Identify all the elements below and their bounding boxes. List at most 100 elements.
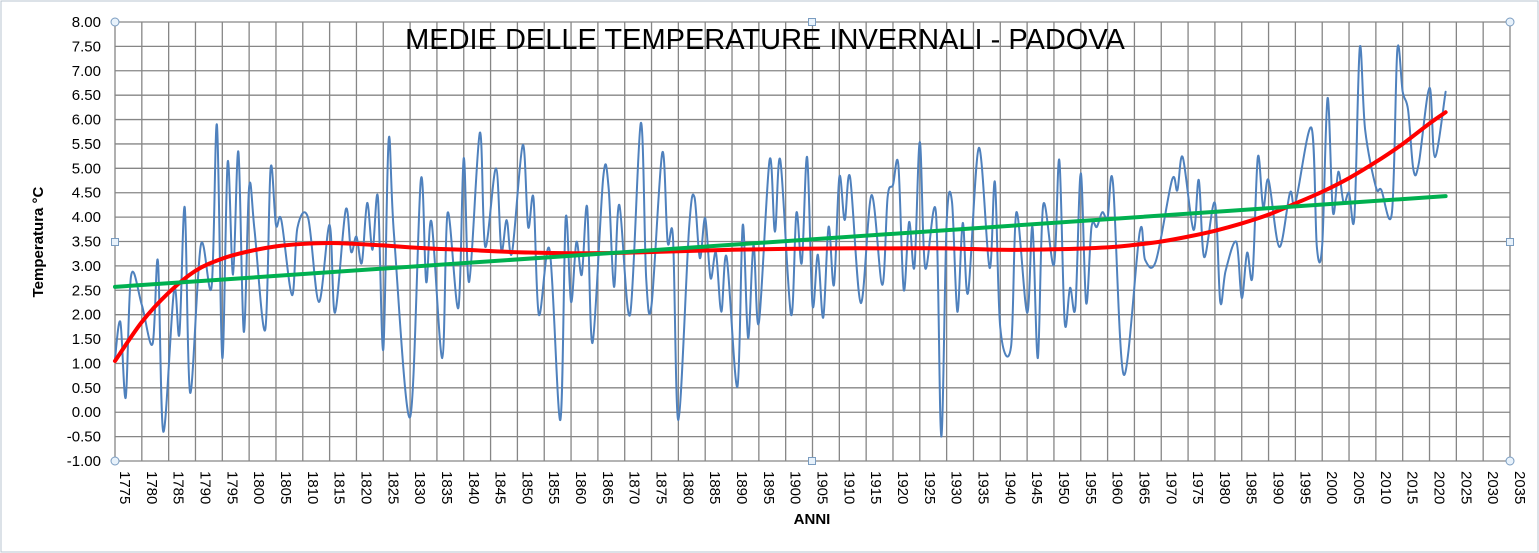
temperature-series-point	[1327, 97, 1329, 99]
temperature-series-point	[1321, 244, 1323, 246]
resize-handle[interactable]	[111, 238, 119, 246]
resize-handle[interactable]	[110, 17, 120, 27]
y-tick-label: 0.50	[72, 380, 101, 397]
temperature-series-point	[1085, 302, 1087, 304]
temperature-series-point	[935, 211, 937, 213]
resize-handle[interactable]	[808, 457, 816, 465]
x-tick-label: 1955	[1082, 471, 1099, 504]
polynomial-trendline-point	[1107, 246, 1109, 248]
temperature-series-point	[613, 286, 615, 288]
x-tick-label: 1875	[653, 471, 670, 504]
temperature-series-point	[1064, 321, 1066, 323]
temperature-series-point	[431, 221, 433, 223]
polynomial-trendline-point	[194, 270, 196, 272]
x-tick-label: 1795	[223, 471, 240, 504]
x-tick-label: 1895	[760, 471, 777, 504]
temperature-series-point	[999, 327, 1001, 329]
temperature-series-point	[1289, 192, 1291, 194]
x-tick-label: 1885	[706, 471, 723, 504]
polynomial-trendline-point	[1348, 177, 1350, 179]
selection-handles[interactable]	[110, 17, 1515, 466]
temperature-series-point	[1337, 171, 1339, 173]
resize-handle[interactable]	[110, 456, 120, 466]
temperature-series-point	[1316, 246, 1318, 248]
temperature-series-point	[382, 349, 384, 351]
temperature-series-point	[366, 202, 368, 204]
y-tick-label: 8.00	[72, 14, 101, 31]
x-tick-label: 1835	[438, 471, 455, 504]
temperature-series-point	[495, 167, 497, 169]
temperature-series-point	[162, 431, 164, 433]
x-tick-label: 1990	[1270, 471, 1287, 504]
linear-trendline[interactable]	[113, 194, 1448, 289]
temperature-series-point	[1434, 156, 1436, 158]
temperature-series-point	[248, 186, 250, 188]
temperature-series-point	[1198, 179, 1200, 181]
temperature-series-point	[838, 176, 840, 178]
temperature-series-point	[189, 392, 191, 394]
temperature-series-point	[790, 314, 792, 316]
temperature-series-point	[1445, 91, 1447, 93]
y-tick-label: 4.00	[72, 209, 101, 226]
polynomial-trendline-point	[141, 321, 143, 323]
x-tick-label: 2005	[1350, 471, 1367, 504]
temperature-series-point	[1310, 127, 1312, 129]
temperature-series-point	[822, 317, 824, 319]
polynomial-trendline-point	[1214, 230, 1216, 232]
temperature-series-point	[420, 179, 422, 181]
linear-trendline-point	[114, 286, 116, 288]
x-tick-label: 1785	[170, 471, 187, 504]
polynomial-trendline-point	[1053, 248, 1055, 250]
polynomial-trendline-point	[1268, 214, 1270, 216]
polynomial-trendline-point	[1375, 161, 1377, 163]
polynomial-trendline-point	[946, 247, 948, 249]
temperature-series-point	[1241, 297, 1243, 299]
temperature-series-point	[275, 224, 277, 226]
temperature-series-point	[602, 176, 604, 178]
gridlines	[114, 21, 1511, 462]
x-tick-label: 1815	[331, 471, 348, 504]
x-tick-label: 1825	[384, 471, 401, 504]
polynomial-trendline-point	[785, 248, 787, 250]
temperature-series-point	[1042, 204, 1044, 206]
temperature-series-point	[570, 301, 572, 303]
y-tick-label: 1.50	[72, 331, 101, 348]
temperature-series-point	[1053, 264, 1055, 266]
x-tick-label: 1950	[1055, 471, 1072, 504]
polynomial-trendline-point	[1187, 236, 1189, 238]
temperature-series-point	[608, 187, 610, 189]
temperature-series-point	[897, 164, 899, 166]
resize-handle[interactable]	[808, 18, 816, 26]
temperature-series[interactable]	[114, 44, 1447, 438]
temperature-series-point	[1171, 179, 1173, 181]
resize-handle[interactable]	[1505, 456, 1515, 466]
temperature-series-point	[506, 219, 508, 221]
linear-trendline-point	[1445, 195, 1447, 197]
temperature-series-point	[377, 196, 379, 198]
temperature-series-point	[833, 284, 835, 286]
x-tick-label: 1810	[304, 471, 321, 504]
resize-handle[interactable]	[1506, 238, 1514, 246]
x-tick-label: 1980	[1216, 471, 1233, 504]
resize-handle[interactable]	[1505, 17, 1515, 27]
x-tick-label: 1775	[116, 471, 133, 504]
y-tick-label: 5.50	[72, 136, 101, 153]
x-tick-label: 1780	[143, 471, 160, 504]
temperature-series-point	[1412, 169, 1414, 171]
polynomial-trendline-point	[436, 248, 438, 250]
x-tick-label: 1880	[679, 471, 696, 504]
temperature-series-point	[726, 256, 728, 258]
x-tick-label: 1800	[250, 471, 267, 504]
temperature-series-point	[978, 147, 980, 149]
y-tick-label: 0.00	[72, 404, 101, 421]
temperature-series-point	[1246, 252, 1248, 254]
series-layer	[113, 44, 1448, 438]
temperature-series-point	[1235, 241, 1237, 243]
temperature-series-point	[951, 201, 953, 203]
temperature-series-point	[967, 292, 969, 294]
polynomial-trendline-point	[114, 360, 116, 362]
polynomial-trendline-point	[382, 244, 384, 246]
temperature-series-point	[581, 274, 583, 276]
temperature-series-point	[1225, 270, 1227, 272]
